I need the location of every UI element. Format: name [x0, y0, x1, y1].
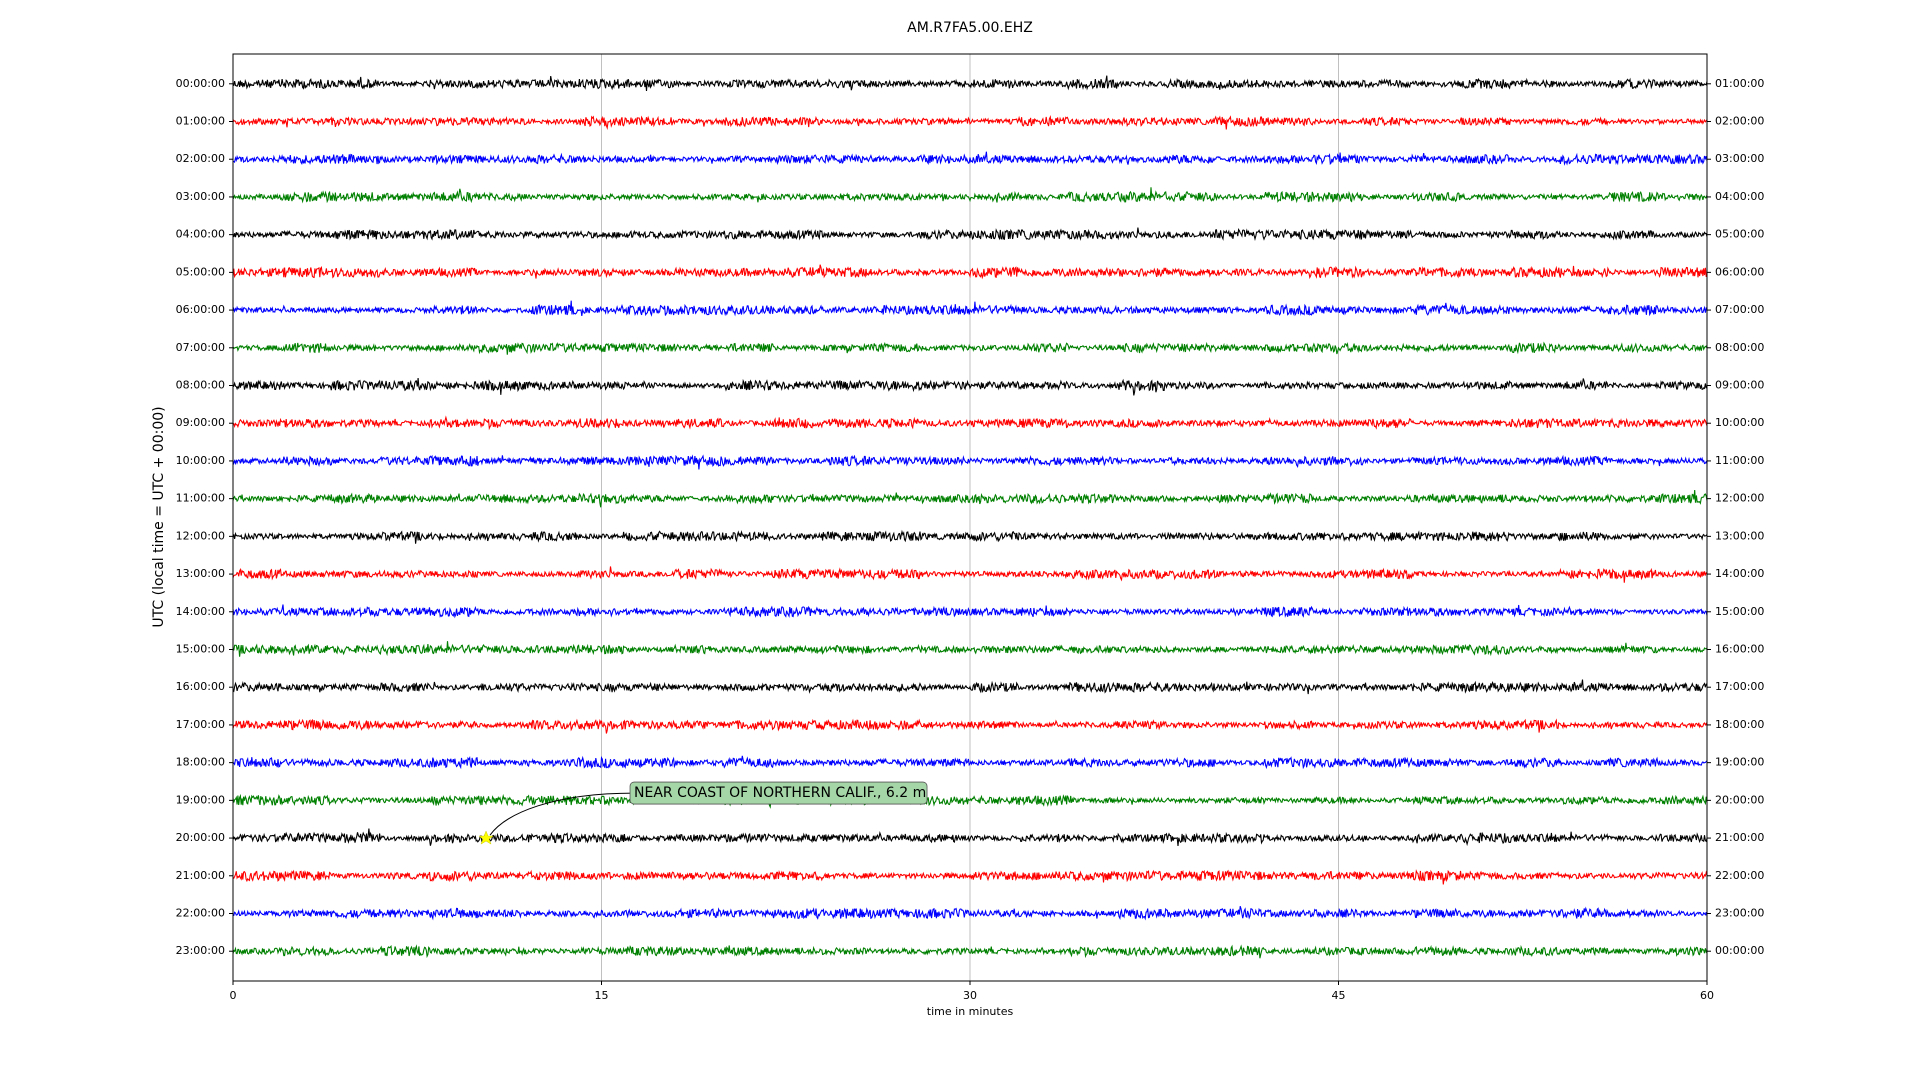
- y2-tick-label: 06:00:00: [1715, 265, 1764, 278]
- trace: [232, 869, 1708, 885]
- annotation-text: NEAR COAST OF NORTHERN CALIF., 6.2 m: [634, 785, 926, 801]
- y-tick-label: 13:00:00: [176, 567, 225, 580]
- y-tick-label: 03:00:00: [176, 190, 225, 203]
- trace: [232, 377, 1708, 396]
- y-tick-label: 23:00:00: [176, 944, 225, 957]
- trace: [232, 454, 1708, 470]
- y2-tick-label: 11:00:00: [1715, 454, 1764, 467]
- y-tick-label: 07:00:00: [176, 341, 225, 354]
- event-marker: [478, 830, 494, 845]
- trace: [232, 341, 1708, 355]
- trace: [232, 641, 1708, 657]
- y-tick-label: 06:00:00: [176, 303, 225, 316]
- trace: [232, 529, 1708, 544]
- y2-tick-label: 03:00:00: [1715, 152, 1764, 165]
- y-tick-label: 22:00:00: [176, 906, 225, 919]
- annotation-box: [629, 781, 928, 805]
- plot-frame: [232, 53, 1708, 982]
- y2-tick-label: 20:00:00: [1715, 793, 1764, 806]
- y-tick-label: 04:00:00: [176, 228, 225, 241]
- trace: [232, 944, 1708, 959]
- trace: [232, 755, 1708, 770]
- y2-tick-label: 19:00:00: [1715, 756, 1764, 769]
- y2-tick-label: 08:00:00: [1715, 341, 1764, 354]
- y-tick-label: 18:00:00: [176, 756, 225, 769]
- y2-tick-label: 23:00:00: [1715, 906, 1764, 919]
- y2-tick-label: 18:00:00: [1715, 718, 1764, 731]
- trace: [232, 793, 1708, 809]
- y2-tick-label: 04:00:00: [1715, 190, 1764, 203]
- y2-tick-label: 12:00:00: [1715, 492, 1764, 505]
- x-tick-label: 0: [230, 989, 237, 1002]
- y2-tick-label: 22:00:00: [1715, 869, 1764, 882]
- y-tick-label: 09:00:00: [176, 416, 225, 429]
- y2-tick-label: 17:00:00: [1715, 680, 1764, 693]
- x-tick-label: 30: [963, 989, 977, 1002]
- y2-tick-label: 13:00:00: [1715, 529, 1764, 542]
- y2-tick-label: 02:00:00: [1715, 115, 1764, 128]
- trace: [232, 300, 1708, 317]
- y2-tick-label: 14:00:00: [1715, 567, 1764, 580]
- x-axis-label: time in minutes: [927, 1005, 1014, 1018]
- trace: [232, 114, 1708, 130]
- trace: [232, 566, 1708, 583]
- y-tick-label: 21:00:00: [176, 869, 225, 882]
- annotation-arrow: [489, 792, 635, 836]
- y2-tick-label: 16:00:00: [1715, 642, 1764, 655]
- trace: [232, 679, 1708, 695]
- y-tick-label: 08:00:00: [176, 379, 225, 392]
- y-tick-label: 00:00:00: [176, 77, 225, 90]
- x-tick-label: 45: [1332, 989, 1346, 1002]
- y2-tick-label: 07:00:00: [1715, 303, 1764, 316]
- trace: [232, 75, 1708, 92]
- y-tick-label: 16:00:00: [176, 680, 225, 693]
- trace: [232, 489, 1708, 508]
- trace: [232, 828, 1708, 847]
- traces: [232, 75, 1708, 959]
- y2-tick-label: 05:00:00: [1715, 228, 1764, 241]
- chart-title: AM.R7FA5.00.EHZ: [907, 20, 1033, 36]
- trace: [232, 604, 1708, 619]
- trace: [232, 151, 1708, 166]
- y2-tick-label: 00:00:00: [1715, 944, 1764, 957]
- y2-tick-label: 01:00:00: [1715, 77, 1764, 90]
- trace: [232, 187, 1708, 204]
- trace: [232, 906, 1708, 921]
- x-tick-label: 15: [595, 989, 609, 1002]
- x-tick-label: 60: [1700, 989, 1714, 1002]
- trace: [232, 264, 1708, 280]
- y-tick-label: 11:00:00: [176, 492, 225, 505]
- y-axis-label: UTC (local time = UTC + 00:00): [151, 406, 167, 627]
- trace: [232, 227, 1708, 242]
- trace: [232, 415, 1708, 431]
- y-tick-label: 19:00:00: [176, 793, 225, 806]
- y-tick-label: 05:00:00: [176, 265, 225, 278]
- y-tick-label: 15:00:00: [176, 642, 225, 655]
- y-tick-label: 17:00:00: [176, 718, 225, 731]
- y-tick-label: 12:00:00: [176, 529, 225, 542]
- y2-tick-label: 09:00:00: [1715, 379, 1764, 392]
- y2-tick-label: 21:00:00: [1715, 831, 1764, 844]
- y-tick-label: 01:00:00: [176, 115, 225, 128]
- y-tick-label: 20:00:00: [176, 831, 225, 844]
- y2-tick-label: 10:00:00: [1715, 416, 1764, 429]
- trace: [232, 718, 1708, 734]
- y-tick-label: 14:00:00: [176, 605, 225, 618]
- y2-tick-label: 15:00:00: [1715, 605, 1764, 618]
- y-tick-label: 10:00:00: [176, 454, 225, 467]
- y-tick-label: 02:00:00: [176, 152, 225, 165]
